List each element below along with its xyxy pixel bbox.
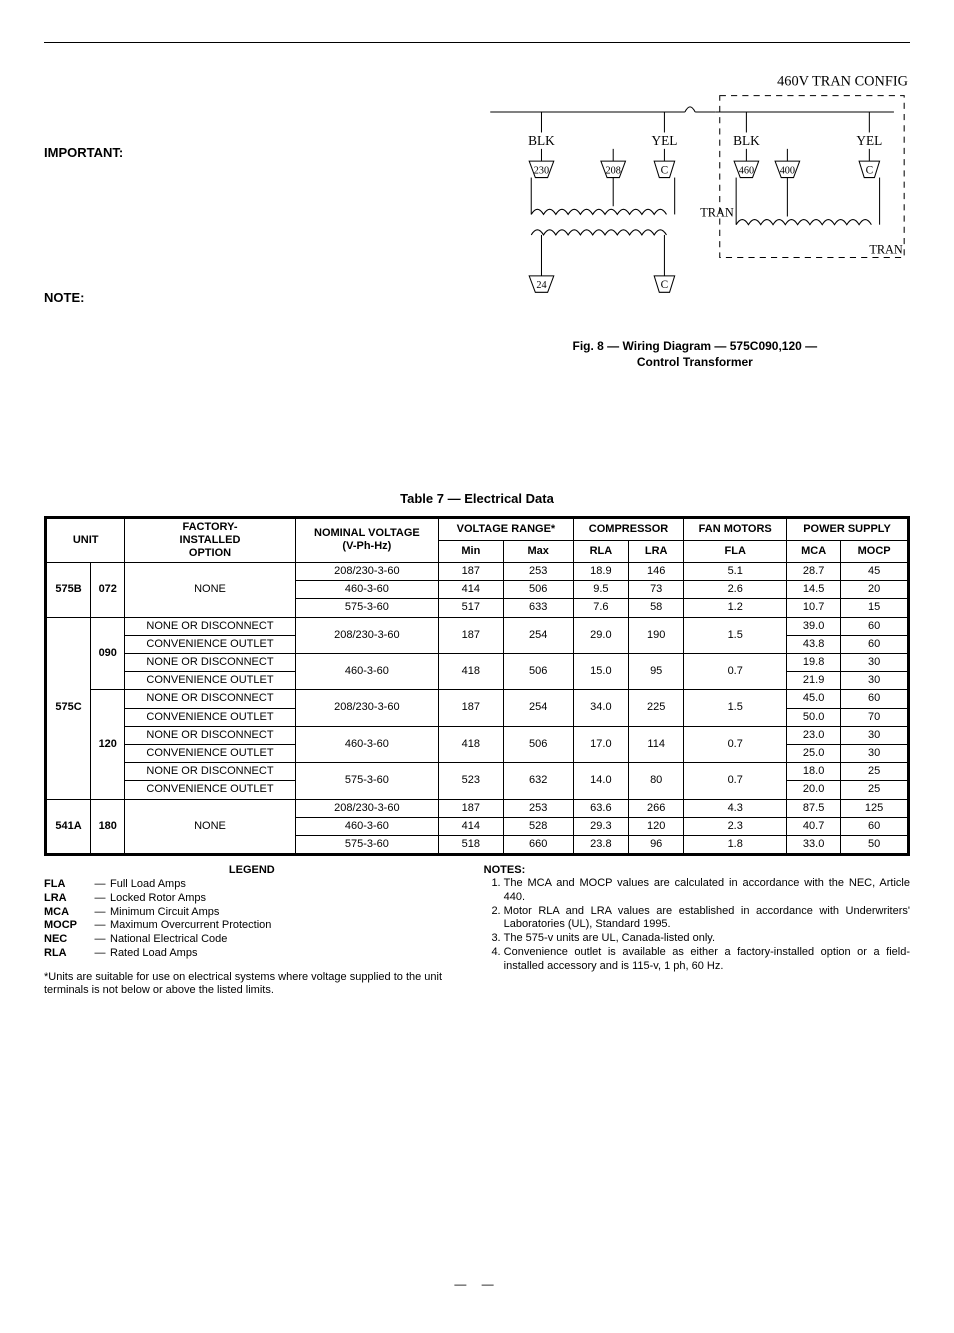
table-body: 575B 072 NONE 208/230-3-6018725318.91465… [47, 563, 908, 854]
legend-def: Maximum Overcurrent Protection [110, 919, 271, 933]
table-row: 575C 090 NONE OR DISCONNECT 208/230-3-60… [47, 617, 908, 635]
notes-column: NOTES: The MCA and MOCP values are calcu… [484, 864, 910, 997]
th-vrange: VOLTAGE RANGE* [439, 518, 574, 540]
notes-title: NOTES: [484, 864, 910, 876]
notes-list: The MCA and MOCP values are calculated i… [484, 877, 910, 973]
left-column: IMPORTANT: NOTE: [44, 71, 460, 371]
electrical-data-table: UNIT FACTORY- INSTALLED OPTION NOMINAL V… [46, 518, 908, 855]
svg-text:YEL: YEL [856, 133, 882, 148]
legend-row: MCA—Minimum Circuit Amps [44, 906, 460, 920]
upper-section: IMPORTANT: NOTE: 460V TRAN CONFIG BLK 23… [44, 71, 910, 371]
svg-text:YEL: YEL [651, 133, 677, 148]
th-mca: MCA [787, 540, 841, 562]
important-label: IMPORTANT: [44, 145, 460, 160]
svg-text:BLK: BLK [528, 133, 555, 148]
svg-text:208: 208 [605, 165, 620, 176]
fig-caption-l2: Control Transformer [637, 355, 753, 369]
svg-text:TRAN: TRAN [869, 242, 903, 256]
legend-def: Minimum Circuit Amps [110, 906, 219, 920]
legend-abbr: MOCP [44, 919, 90, 933]
legend-row: LRA—Locked Rotor Amps [44, 892, 460, 906]
legend-abbr: RLA [44, 947, 90, 961]
electrical-data-table-wrap: UNIT FACTORY- INSTALLED OPTION NOMINAL V… [44, 516, 910, 857]
th-mocp: MOCP [841, 540, 908, 562]
legend-abbr: MCA [44, 906, 90, 920]
legend-row: RLA—Rated Load Amps [44, 947, 460, 961]
figure-caption: Fig. 8 — Wiring Diagram — 575C090,120 — … [480, 338, 910, 370]
th-fla: FLA [684, 540, 787, 562]
th-nominal: NOMINAL VOLTAGE (V-Ph-Hz) [295, 518, 439, 563]
legend-abbr: FLA [44, 878, 90, 892]
legend-abbr: LRA [44, 892, 90, 906]
table-row: NONE OR DISCONNECT460-3-6041850617.01140… [47, 726, 908, 744]
legend-def: Rated Load Amps [110, 947, 197, 961]
diagram-svg: 460V TRAN CONFIG BLK 230 208 YEL C [480, 71, 910, 327]
table-row: NONE OR DISCONNECT460-3-6041850615.0950.… [47, 654, 908, 672]
wiring-diagram: 460V TRAN CONFIG BLK 230 208 YEL C [480, 71, 910, 330]
legend-column: LEGEND FLA—Full Load AmpsLRA—Locked Roto… [44, 864, 460, 997]
table-row: 541A 180 NONE 208/230-3-6018725363.62664… [47, 799, 908, 817]
footnote-text: *Units are suitable for use on electrica… [44, 971, 460, 997]
right-column: 460V TRAN CONFIG BLK 230 208 YEL C [480, 71, 910, 371]
diagram-title: 460V TRAN CONFIG [777, 73, 908, 89]
svg-text:230: 230 [533, 165, 548, 176]
note-label: NOTE: [44, 290, 460, 305]
table-row: 120 NONE OR DISCONNECT 208/230-3-6018725… [47, 690, 908, 708]
legend-def: Full Load Amps [110, 878, 186, 892]
svg-text:TRAN: TRAN [700, 205, 734, 219]
note-item: The 575-v units are UL, Canada-listed on… [504, 932, 910, 946]
footer-section: LEGEND FLA—Full Load AmpsLRA—Locked Roto… [44, 864, 910, 997]
th-power: POWER SUPPLY [787, 518, 908, 540]
th-rla: RLA [573, 540, 628, 562]
th-unit: UNIT [47, 518, 125, 563]
svg-text:C: C [865, 164, 873, 176]
th-max: Max [503, 540, 573, 562]
legend-row: MOCP—Maximum Overcurrent Protection [44, 919, 460, 933]
table-row: 575B 072 NONE 208/230-3-6018725318.91465… [47, 563, 908, 581]
note-item: The MCA and MOCP values are calculated i… [504, 877, 910, 905]
th-min: Min [439, 540, 503, 562]
legend-def: Locked Rotor Amps [110, 892, 206, 906]
legend-row: FLA—Full Load Amps [44, 878, 460, 892]
th-lra: LRA [629, 540, 684, 562]
svg-text:24: 24 [536, 280, 546, 291]
fig-caption-l1: Fig. 8 — Wiring Diagram — 575C090,120 — [573, 339, 818, 353]
svg-text:400: 400 [779, 165, 794, 176]
legend-abbr: NEC [44, 933, 90, 947]
note-item: Convenience outlet is available as eithe… [504, 946, 910, 974]
legend-def: National Electrical Code [110, 933, 227, 947]
legend-title: LEGEND [44, 864, 460, 876]
svg-text:BLK: BLK [733, 133, 760, 148]
th-compressor: COMPRESSOR [573, 518, 684, 540]
table-title: Table 7 — Electrical Data [44, 491, 910, 506]
note-item: Motor RLA and LRA values are established… [504, 905, 910, 933]
svg-text:C: C [660, 279, 668, 291]
svg-text:C: C [660, 164, 668, 176]
th-fan: FAN MOTORS [684, 518, 787, 540]
svg-text:460: 460 [738, 165, 753, 176]
table-row: NONE OR DISCONNECT575-3-6052363214.0800.… [47, 763, 908, 781]
page-number-dash: — — [44, 1277, 910, 1291]
top-rule [44, 42, 910, 43]
legend-row: NEC—National Electrical Code [44, 933, 460, 947]
th-factory: FACTORY- INSTALLED OPTION [125, 518, 295, 563]
